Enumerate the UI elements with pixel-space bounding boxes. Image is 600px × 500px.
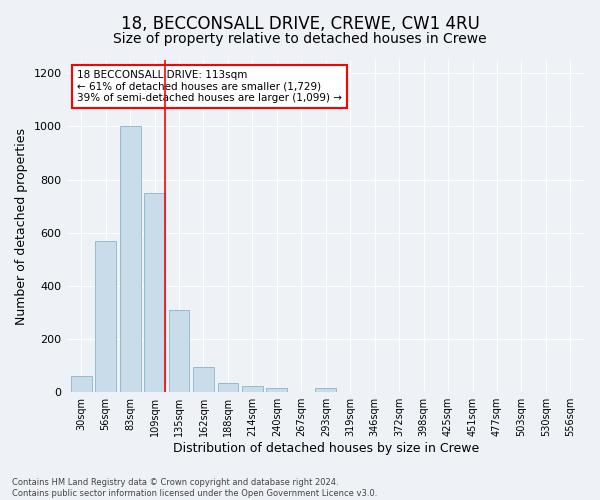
X-axis label: Distribution of detached houses by size in Crewe: Distribution of detached houses by size … [173, 442, 479, 455]
Y-axis label: Number of detached properties: Number of detached properties [15, 128, 28, 324]
Text: Size of property relative to detached houses in Crewe: Size of property relative to detached ho… [113, 32, 487, 46]
Bar [95, 240, 116, 392]
Bar [193, 367, 214, 392]
Bar [120, 126, 140, 392]
Bar [169, 310, 190, 392]
Bar [144, 193, 165, 392]
Text: 18, BECCONSALL DRIVE, CREWE, CW1 4RU: 18, BECCONSALL DRIVE, CREWE, CW1 4RU [121, 15, 479, 33]
Text: 18 BECCONSALL DRIVE: 113sqm
← 61% of detached houses are smaller (1,729)
39% of : 18 BECCONSALL DRIVE: 113sqm ← 61% of det… [77, 70, 342, 103]
Bar [242, 386, 263, 392]
Bar [266, 388, 287, 392]
Bar [71, 376, 92, 392]
Text: Contains HM Land Registry data © Crown copyright and database right 2024.
Contai: Contains HM Land Registry data © Crown c… [12, 478, 377, 498]
Bar [316, 388, 336, 392]
Bar [218, 383, 238, 392]
